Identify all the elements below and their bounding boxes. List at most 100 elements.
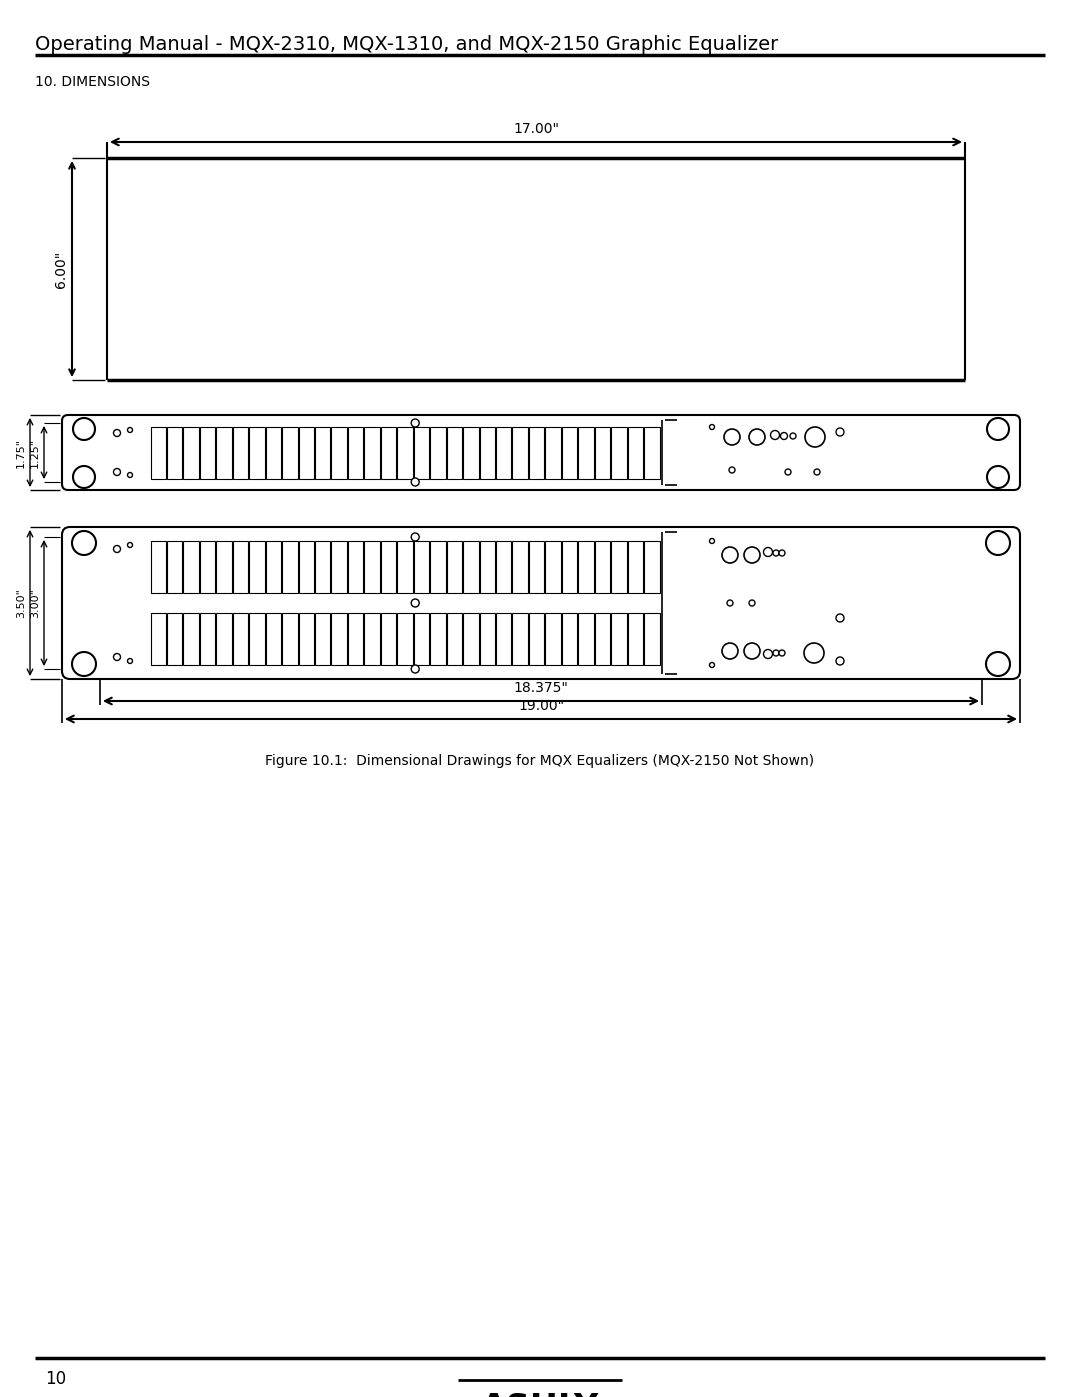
Bar (216, 426, 232, 479)
Bar (397, 426, 413, 479)
Bar (315, 613, 330, 665)
Text: 3.00": 3.00" (30, 588, 40, 617)
Circle shape (411, 478, 419, 486)
Circle shape (744, 548, 760, 563)
Text: 1.75": 1.75" (16, 437, 26, 468)
Text: 18.375": 18.375" (514, 680, 568, 694)
Text: 10. DIMENSIONS: 10. DIMENSIONS (35, 75, 150, 89)
Circle shape (750, 599, 755, 606)
Circle shape (710, 538, 715, 543)
Bar (611, 426, 626, 479)
Circle shape (764, 548, 772, 556)
Bar (430, 541, 446, 592)
Bar (512, 426, 528, 479)
Bar (184, 541, 199, 592)
Circle shape (723, 548, 738, 563)
Circle shape (113, 468, 121, 475)
Bar (627, 541, 643, 592)
Circle shape (127, 658, 133, 664)
Bar (414, 541, 429, 592)
FancyBboxPatch shape (62, 527, 1020, 679)
Bar (315, 541, 330, 592)
Bar (562, 613, 577, 665)
Bar (249, 541, 265, 592)
Bar (381, 541, 396, 592)
FancyBboxPatch shape (62, 415, 1020, 490)
Circle shape (72, 531, 96, 555)
Bar (282, 613, 298, 665)
Circle shape (781, 433, 787, 440)
Bar (463, 613, 478, 665)
Circle shape (805, 427, 825, 447)
Bar (348, 541, 363, 592)
Circle shape (127, 427, 133, 433)
Bar (233, 613, 248, 665)
Bar (150, 613, 166, 665)
Bar (200, 613, 215, 665)
Bar (545, 613, 561, 665)
Bar (595, 426, 610, 479)
Circle shape (773, 650, 779, 657)
Bar (545, 541, 561, 592)
Bar (397, 541, 413, 592)
Bar (298, 613, 314, 665)
Bar (480, 541, 495, 592)
Bar (381, 613, 396, 665)
Circle shape (804, 643, 824, 664)
Circle shape (724, 429, 740, 446)
Bar (644, 613, 660, 665)
Circle shape (113, 429, 121, 436)
Circle shape (764, 650, 772, 658)
Circle shape (411, 599, 419, 608)
Bar (249, 613, 265, 665)
Circle shape (113, 654, 121, 661)
Bar (216, 541, 232, 592)
Bar (364, 541, 380, 592)
Circle shape (836, 427, 843, 436)
Bar (644, 541, 660, 592)
Bar (233, 426, 248, 479)
Bar (611, 541, 626, 592)
Circle shape (789, 433, 796, 439)
Circle shape (836, 615, 843, 622)
Circle shape (710, 425, 715, 429)
Circle shape (779, 650, 785, 657)
Bar (298, 426, 314, 479)
Bar (496, 613, 512, 665)
Bar (529, 426, 544, 479)
Circle shape (785, 469, 791, 475)
Circle shape (710, 662, 715, 668)
Circle shape (729, 467, 735, 474)
Circle shape (127, 472, 133, 478)
Circle shape (73, 467, 95, 488)
Bar (200, 541, 215, 592)
Bar (150, 541, 166, 592)
Bar (611, 613, 626, 665)
Bar (496, 541, 512, 592)
Bar (216, 613, 232, 665)
Text: ASHLY: ASHLY (481, 1391, 599, 1397)
Bar (315, 426, 330, 479)
Circle shape (779, 550, 785, 556)
Bar (414, 613, 429, 665)
Text: 3.50": 3.50" (16, 588, 26, 617)
Bar (266, 541, 281, 592)
Bar (545, 426, 561, 479)
Bar (298, 541, 314, 592)
Bar (562, 541, 577, 592)
Bar (512, 541, 528, 592)
Bar (184, 613, 199, 665)
Bar (381, 426, 396, 479)
Bar (512, 613, 528, 665)
Bar (595, 541, 610, 592)
Bar (496, 426, 512, 479)
Text: 10: 10 (45, 1370, 66, 1389)
Circle shape (113, 545, 121, 552)
Bar (562, 426, 577, 479)
Bar (266, 426, 281, 479)
Circle shape (411, 534, 419, 541)
Circle shape (723, 643, 738, 659)
Circle shape (986, 531, 1010, 555)
Bar (200, 426, 215, 479)
Text: 17.00": 17.00" (513, 122, 559, 136)
